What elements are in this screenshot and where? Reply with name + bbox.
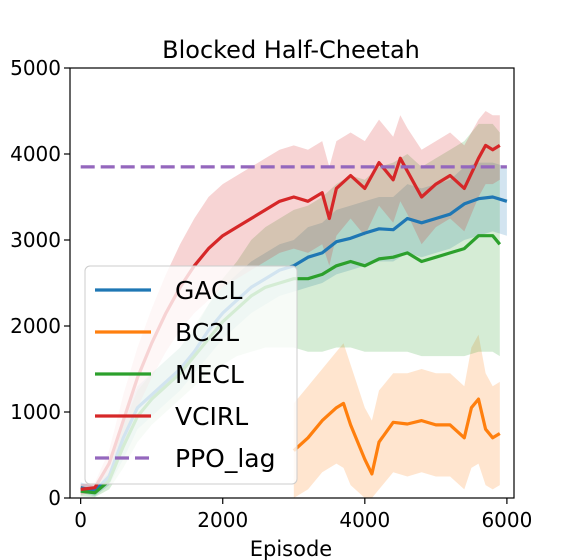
y-tick-label: 4000 <box>10 142 61 166</box>
legend-label-ppo-lag: PPO_lag <box>175 444 275 473</box>
x-axis-title: Episode <box>250 537 332 560</box>
band-gacl <box>80 162 507 497</box>
legend: GACL BC2L MECL VCIRL PPO_lag <box>84 265 298 485</box>
y-tick-label: 5000 <box>10 56 61 80</box>
band-bc2l <box>293 334 500 498</box>
y-tick-label: 2000 <box>10 314 61 338</box>
x-tick-label: 4000 <box>339 508 390 532</box>
legend-label-mecl: MECL <box>175 360 244 389</box>
legend-label-bc2l: BC2L <box>175 318 239 347</box>
y-tick-label: 1000 <box>10 400 61 424</box>
x-axis: 0 2000 4000 6000 <box>74 498 532 532</box>
series-line-bc2l <box>292 397 501 476</box>
plot-frame <box>69 67 515 499</box>
y-tick-label: 0 <box>48 486 61 510</box>
legend-box <box>84 265 298 485</box>
y-tick-label: 3000 <box>10 228 61 252</box>
legend-label-gacl: GACL <box>175 276 242 305</box>
legend-label-vcirl: VCIRL <box>175 402 248 431</box>
chart-title: Blocked Half-Cheetah <box>162 36 420 64</box>
x-tick-label: 6000 <box>481 508 532 532</box>
x-tick-label: 2000 <box>197 508 248 532</box>
x-tick-label: 0 <box>74 508 87 532</box>
band-vcirl <box>80 111 500 495</box>
y-axis: 0 1000 2000 3000 4000 5000 <box>10 56 70 510</box>
